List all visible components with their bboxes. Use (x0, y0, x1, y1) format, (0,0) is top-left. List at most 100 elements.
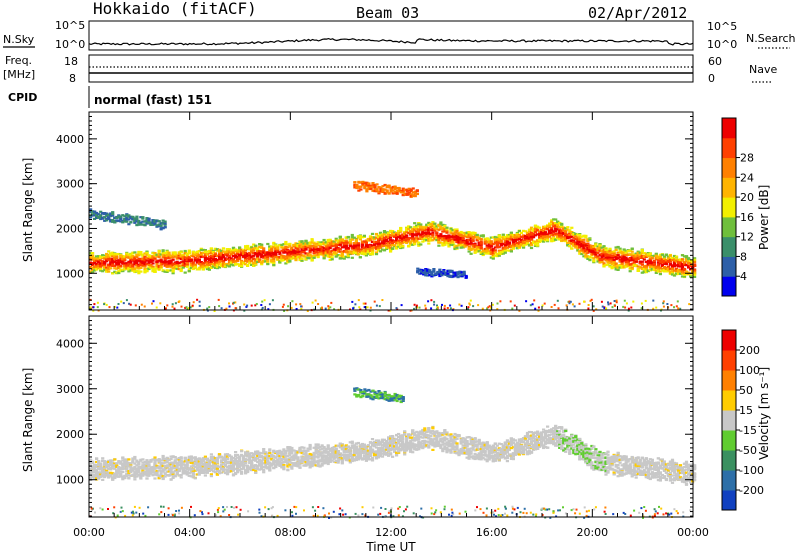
range-cell (630, 256, 634, 259)
range-cell (536, 229, 540, 232)
range-cell (344, 255, 348, 258)
range-cell (159, 302, 162, 305)
range-cell (103, 265, 107, 268)
range-cell (533, 224, 538, 227)
range-cell (97, 263, 101, 266)
range-cell (630, 258, 634, 262)
range-cell (145, 256, 149, 260)
range-cell (173, 307, 176, 310)
range-cell (499, 252, 503, 255)
range-cell (606, 261, 610, 264)
range-cell (495, 246, 499, 249)
range-cell (374, 242, 379, 245)
range-cell (416, 267, 420, 270)
range-cell (689, 264, 693, 267)
range-cell (264, 257, 268, 261)
range-cell (594, 254, 598, 257)
range-cell (367, 184, 371, 187)
range-cell (111, 260, 115, 264)
range-cell (258, 250, 262, 253)
range-cell (379, 188, 383, 191)
range-cell (648, 254, 652, 257)
range-cell (127, 264, 131, 267)
range-cell (308, 245, 312, 248)
range-cell (306, 244, 310, 247)
range-cell (632, 253, 636, 256)
range-cell (588, 250, 592, 253)
range-cell (326, 250, 330, 253)
range-cell (487, 251, 491, 255)
range-cell (268, 253, 272, 256)
range-cell (586, 242, 590, 245)
range-cell (270, 245, 274, 248)
range-cell (353, 186, 357, 189)
range-cell (461, 246, 465, 249)
range-cell (541, 304, 544, 307)
range-cell (127, 218, 131, 221)
range-cell (606, 256, 610, 259)
range-cell (175, 254, 179, 257)
range-cell (568, 234, 572, 237)
range-cell (389, 250, 393, 253)
range-cell (119, 215, 123, 218)
range-cell (141, 258, 145, 261)
range-cell (587, 304, 590, 306)
range-cell (427, 300, 430, 303)
range-cell (397, 236, 401, 239)
range-cell (240, 262, 244, 265)
range-cell (446, 307, 449, 309)
range-cell (354, 242, 358, 245)
range-cell (93, 212, 97, 215)
range-cell (203, 266, 207, 269)
range-cell (576, 246, 580, 249)
range-cell (193, 253, 197, 256)
range-cell (374, 251, 379, 254)
range-cell (282, 257, 286, 260)
range-cell (616, 268, 620, 271)
station-title: Hokkaido (fitACF) (93, 0, 257, 18)
range-cell (155, 219, 159, 222)
range-cell (687, 271, 691, 274)
range-cell (272, 241, 276, 244)
range-cell (219, 258, 224, 261)
range-cell (115, 259, 119, 262)
range-cell (427, 232, 431, 235)
range-cell (109, 212, 113, 215)
range-cell (457, 238, 461, 241)
range-cell (612, 252, 616, 255)
range-cell (225, 253, 230, 256)
range-cell (292, 250, 296, 253)
range-cell (193, 256, 197, 259)
range-cell (236, 250, 240, 253)
range-cell (560, 239, 564, 242)
range-cell (197, 259, 201, 262)
range-cell (479, 245, 483, 248)
range-cell (326, 244, 330, 247)
range-cell (191, 252, 195, 255)
range-cell (135, 220, 139, 223)
range-cell (115, 262, 119, 265)
range-cell (332, 240, 336, 243)
range-cell (371, 182, 375, 185)
range-cell (445, 241, 449, 244)
range-cell (670, 270, 675, 273)
range-cell (437, 238, 441, 241)
range-cell (342, 239, 346, 242)
range-cell (113, 256, 117, 259)
range-cell (125, 218, 129, 221)
range-cell (344, 249, 348, 252)
range-cell (466, 307, 469, 310)
range-cell (111, 211, 115, 214)
range-cell (95, 213, 99, 216)
range-cell (223, 265, 228, 268)
range-cell (352, 245, 356, 248)
range-cell (111, 254, 115, 257)
range-cell (376, 240, 381, 243)
range-cell (362, 249, 366, 252)
range-cell (205, 257, 209, 261)
range-cell (121, 214, 125, 217)
range-cell (231, 250, 236, 253)
range-cell (560, 230, 564, 233)
